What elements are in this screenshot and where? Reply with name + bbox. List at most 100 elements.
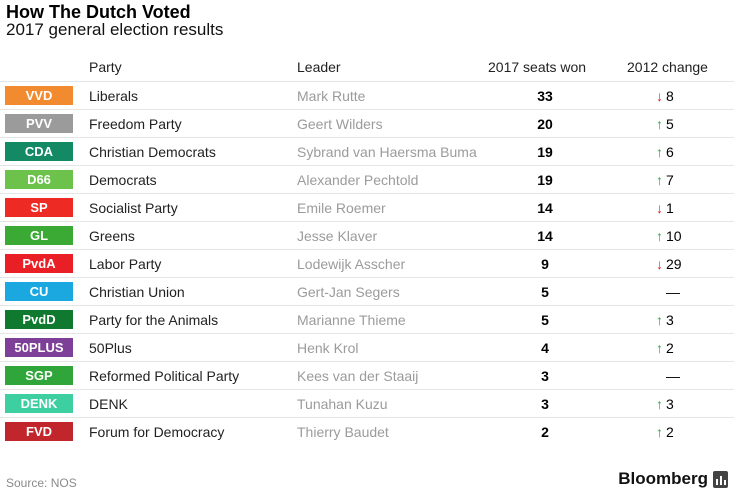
seat-change-value: 8 [666,88,674,104]
results-table: VVD Liberals Mark Rutte 33 ↓ 8 PVV Freedom Part… [0,81,734,445]
arrow-down-icon: ↓ [656,200,663,216]
table-row: FVD Forum for Democracy Thierry Baudet 2 ↑ 2 [0,417,734,445]
header-seats: 2017 seats won [488,59,587,75]
party-badge: FVD [5,422,73,441]
table-row: PvdA Labor Party Lodewijk Asscher 9 ↓ 29 [0,249,734,277]
seat-change: ↑ 2 [656,340,674,356]
leader-name: Gert-Jan Segers [297,284,400,300]
leader-name: Henk Krol [297,340,359,356]
seat-change: ↑ 2 [656,424,674,440]
seats-won: 5 [541,284,549,300]
seat-change-value: 2 [666,424,674,440]
party-badge: CU [5,282,73,301]
party-name: Socialist Party [89,200,178,216]
party-name: Forum for Democracy [89,424,225,440]
brand-name: Bloomberg [618,469,708,488]
leader-name: Emile Roemer [297,200,386,216]
leader-name: Alexander Pechtold [297,172,419,188]
source-note: Source: NOS [6,476,77,490]
arrow-up-icon: ↑ [656,424,663,440]
seats-won: 19 [537,144,553,160]
header-party: Party [89,59,122,75]
seat-change: ↑ 5 [656,116,674,132]
leader-name: Mark Rutte [297,88,366,104]
table-row: GL Greens Jesse Klaver 14 ↑ 10 [0,221,734,249]
seats-won: 4 [541,340,549,356]
seat-change: ↓ 1 [656,200,674,216]
seat-change-value: 7 [666,172,674,188]
party-badge: GL [5,226,73,245]
party-badge: PvdD [5,310,73,329]
party-name: Party for the Animals [89,312,219,328]
seat-change: ↑ 6 [656,144,674,160]
seats-won: 9 [541,256,549,272]
arrow-up-icon: ↑ [656,396,663,412]
seats-won: 14 [537,228,553,244]
seat-change: ↑ 10 [656,228,682,244]
seats-won: 2 [541,424,549,440]
leader-name: Kees van der Staaij [297,368,419,384]
party-badge: D66 [5,170,73,189]
seats-won: 3 [541,396,549,412]
seats-won: 20 [537,116,553,132]
seats-won: 5 [541,312,549,328]
seat-change-value: — [666,368,680,384]
table-header: Party Leader 2017 seats won 2012 change [0,59,734,79]
arrow-up-icon: ↑ [656,340,663,356]
seats-won: 3 [541,368,549,384]
party-name: Greens [89,228,135,244]
seat-change: ↑ 3 [656,396,674,412]
table-row: CDA Christian Democrats Sybrand van Haersm… [0,137,734,165]
arrow-down-icon: ↓ [656,88,663,104]
seat-change-value: 29 [666,256,682,272]
seat-change: ↓ 8 [656,88,674,104]
seat-change-value: 3 [666,396,674,412]
seats-won: 14 [537,200,553,216]
arrow-up-icon: ↑ [656,312,663,328]
party-badge: PVV [5,114,73,133]
party-badge: PvdA [5,254,73,273]
leader-name: Thierry Baudet [297,424,389,440]
arrow-up-icon: ↑ [656,172,663,188]
seat-change-value: 6 [666,144,674,160]
party-name: Democrats [89,172,157,188]
party-name: DENK [89,396,128,412]
arrow-down-icon: ↓ [656,256,663,272]
party-badge: DENK [5,394,73,413]
party-badge: VVD [5,86,73,105]
seat-change-value: 2 [666,340,674,356]
leader-name: Marianne Thieme [297,312,406,328]
leader-name: Tunahan Kuzu [297,396,388,412]
table-row: VVD Liberals Mark Rutte 33 ↓ 8 [0,81,734,109]
table-row: PvdD Party for the Animals Marianne Thieme… [0,305,734,333]
party-name: Christian Union [89,284,185,300]
seat-change: ↑ 7 [656,172,674,188]
arrow-up-icon: ↑ [656,228,663,244]
seat-change-value: 1 [666,200,674,216]
chart-subtitle: 2017 general election results [6,20,224,39]
header-change: 2012 change [627,59,708,75]
arrow-up-icon: ↑ [656,144,663,160]
seat-change: ↓ 29 [656,256,682,272]
party-badge: CDA [5,142,73,161]
party-name: Liberals [89,88,139,104]
seats-won: 19 [537,172,553,188]
leader-name: Geert Wilders [297,116,383,132]
header-leader: Leader [297,59,341,75]
leader-name: Lodewijk Asscher [297,256,406,272]
party-name: Freedom Party [89,116,182,132]
table-row: PVV Freedom Party Geert Wilders 20 ↑ 5 [0,109,734,137]
party-badge: SP [5,198,73,217]
seat-change-value: — [666,284,680,300]
table-row: D66 Democrats Alexander Pechtold 19 ↑ 7 [0,165,734,193]
brand-logo: Bloomberg [618,469,728,489]
party-name: Labor Party [89,256,162,272]
arrow-up-icon: ↑ [656,116,663,132]
seat-change: ↑ 3 [656,312,674,328]
seat-change-value: 3 [666,312,674,328]
table-row: DENK DENK Tunahan Kuzu 3 ↑ 3 [0,389,734,417]
chart-title: How The Dutch Voted [6,2,191,22]
seat-change-value: 5 [666,116,674,132]
seat-change: — [656,368,680,384]
table-row: 50PLUS 50Plus Henk Krol 4 ↑ 2 [0,333,734,361]
